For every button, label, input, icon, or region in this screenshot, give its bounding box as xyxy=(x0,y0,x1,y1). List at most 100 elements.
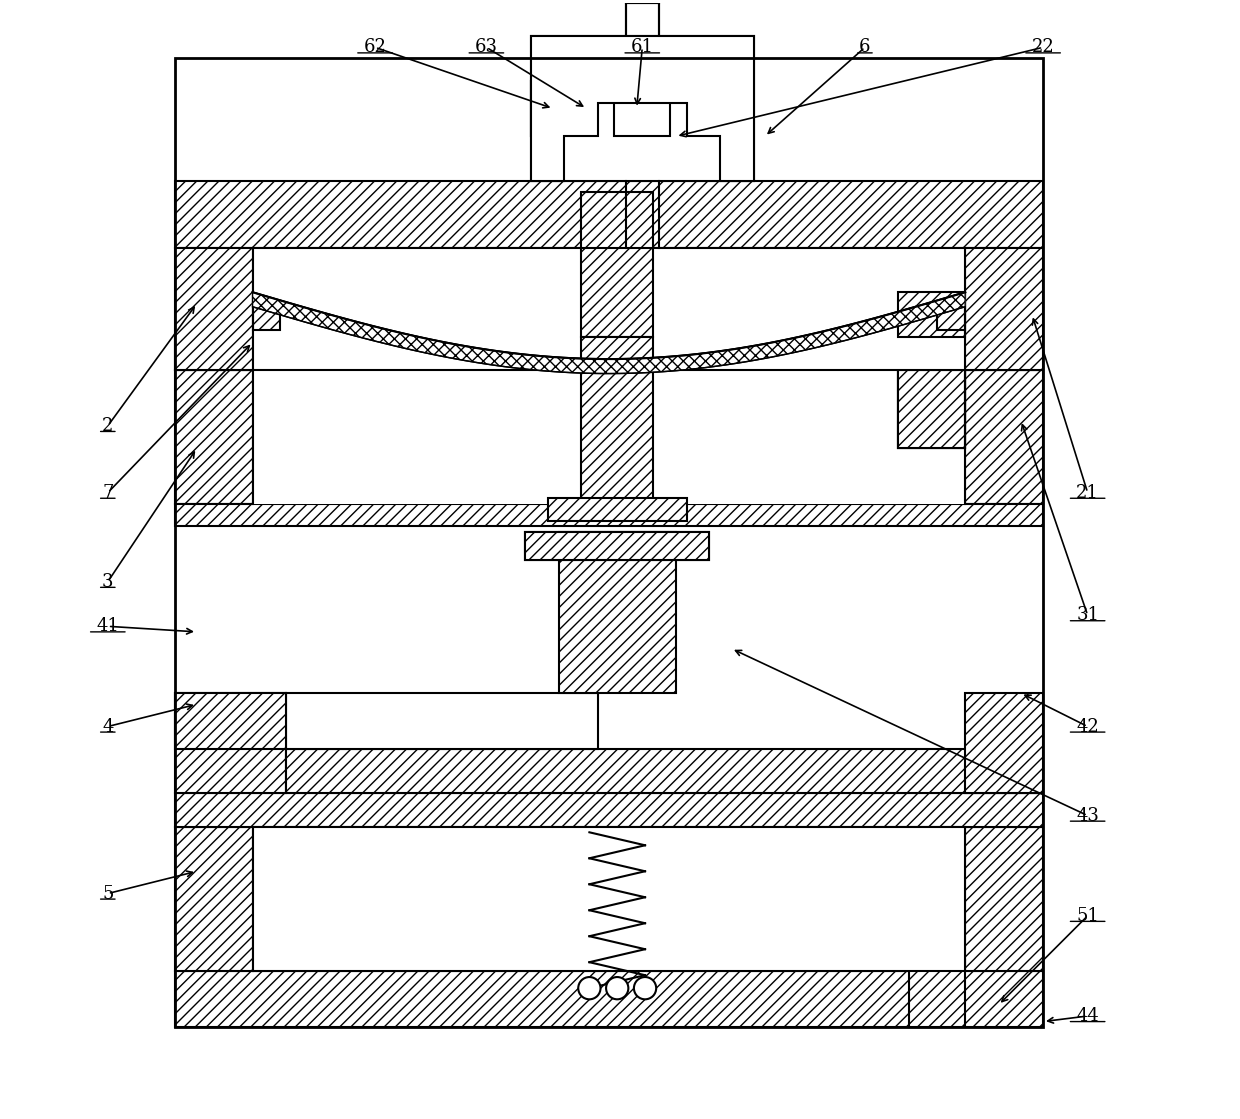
Polygon shape xyxy=(887,313,893,329)
Polygon shape xyxy=(584,359,591,373)
Polygon shape xyxy=(634,358,641,372)
Bar xyxy=(909,960,965,1027)
Polygon shape xyxy=(771,341,777,356)
Polygon shape xyxy=(446,342,454,357)
Polygon shape xyxy=(569,358,577,372)
Polygon shape xyxy=(533,356,541,369)
Text: 3: 3 xyxy=(102,573,114,591)
Polygon shape xyxy=(490,350,497,365)
Polygon shape xyxy=(959,292,965,308)
Polygon shape xyxy=(620,359,627,373)
Text: 22: 22 xyxy=(1032,38,1054,56)
Bar xyxy=(937,302,965,330)
Text: 5: 5 xyxy=(102,884,114,903)
Polygon shape xyxy=(253,292,259,308)
Polygon shape xyxy=(339,317,346,332)
Polygon shape xyxy=(857,321,864,336)
Bar xyxy=(175,693,286,793)
Bar xyxy=(531,81,564,137)
Polygon shape xyxy=(684,355,692,369)
Polygon shape xyxy=(649,358,656,372)
Polygon shape xyxy=(821,330,828,346)
Polygon shape xyxy=(497,351,505,366)
Text: 41: 41 xyxy=(97,618,119,636)
Polygon shape xyxy=(317,311,325,327)
Bar xyxy=(175,247,253,370)
Text: 61: 61 xyxy=(631,38,653,56)
Polygon shape xyxy=(792,337,800,351)
Bar xyxy=(175,827,253,971)
Polygon shape xyxy=(476,348,482,363)
Polygon shape xyxy=(296,304,303,320)
Polygon shape xyxy=(936,299,944,314)
Bar xyxy=(175,504,1043,526)
Bar xyxy=(965,827,1043,971)
Polygon shape xyxy=(893,311,900,327)
Polygon shape xyxy=(656,357,663,372)
Polygon shape xyxy=(410,336,418,350)
Polygon shape xyxy=(785,338,792,354)
Polygon shape xyxy=(505,352,512,366)
Text: 43: 43 xyxy=(1076,807,1099,825)
Circle shape xyxy=(578,977,600,999)
Polygon shape xyxy=(418,337,425,351)
Bar xyxy=(175,793,1043,827)
Polygon shape xyxy=(800,336,807,350)
Polygon shape xyxy=(836,327,843,341)
Bar xyxy=(548,498,687,520)
Text: 4: 4 xyxy=(102,717,114,735)
Bar xyxy=(965,693,1043,793)
Polygon shape xyxy=(613,359,620,373)
Polygon shape xyxy=(397,332,404,347)
Text: 31: 31 xyxy=(1076,606,1099,624)
Polygon shape xyxy=(389,330,397,346)
Polygon shape xyxy=(864,319,872,335)
Text: 6: 6 xyxy=(859,38,870,56)
Polygon shape xyxy=(274,299,281,314)
Polygon shape xyxy=(361,323,368,338)
Text: 7: 7 xyxy=(102,483,114,501)
Bar xyxy=(965,370,1043,504)
Polygon shape xyxy=(706,352,713,366)
Polygon shape xyxy=(332,316,339,330)
Polygon shape xyxy=(281,301,289,317)
Bar xyxy=(253,247,965,370)
Polygon shape xyxy=(526,355,533,369)
Polygon shape xyxy=(554,357,562,372)
Polygon shape xyxy=(469,347,476,361)
Text: 2: 2 xyxy=(102,417,114,435)
Polygon shape xyxy=(908,307,915,322)
Bar xyxy=(253,827,965,971)
Polygon shape xyxy=(742,347,749,361)
Polygon shape xyxy=(764,342,771,357)
Polygon shape xyxy=(289,303,296,318)
Bar xyxy=(175,181,1043,247)
Polygon shape xyxy=(433,340,440,355)
Polygon shape xyxy=(346,319,353,335)
Bar xyxy=(175,58,1043,1027)
Bar xyxy=(615,69,670,137)
Polygon shape xyxy=(843,325,849,340)
Text: 44: 44 xyxy=(1076,1007,1099,1025)
Bar xyxy=(175,693,286,749)
Polygon shape xyxy=(749,346,756,360)
Bar xyxy=(286,749,1043,793)
Polygon shape xyxy=(728,349,735,364)
Bar xyxy=(559,532,676,693)
Polygon shape xyxy=(591,359,598,373)
Polygon shape xyxy=(325,313,332,329)
Bar xyxy=(531,36,754,181)
Bar xyxy=(253,370,965,504)
Polygon shape xyxy=(512,352,518,367)
Text: 62: 62 xyxy=(363,38,387,56)
Polygon shape xyxy=(677,356,684,369)
Polygon shape xyxy=(951,294,959,310)
Polygon shape xyxy=(756,345,764,359)
Polygon shape xyxy=(541,356,548,370)
Bar xyxy=(175,971,1043,1027)
Polygon shape xyxy=(605,359,613,373)
Bar xyxy=(898,292,965,337)
Polygon shape xyxy=(454,345,461,359)
Polygon shape xyxy=(813,332,821,347)
Polygon shape xyxy=(562,358,569,372)
